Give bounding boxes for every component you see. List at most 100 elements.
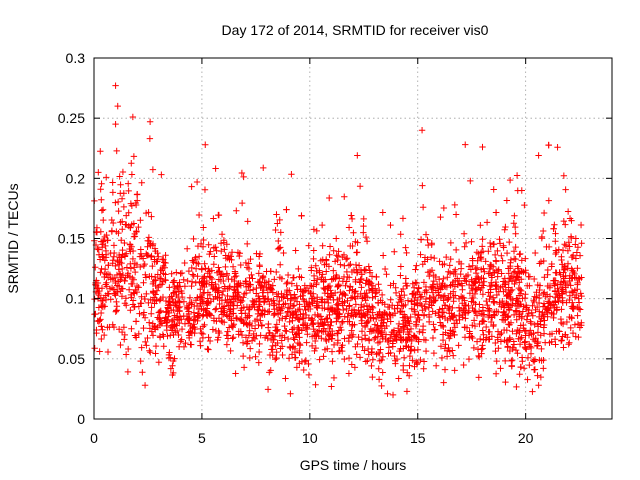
data-point	[497, 284, 504, 291]
data-point	[369, 327, 377, 334]
data-point	[94, 285, 101, 292]
data-point	[437, 213, 444, 221]
data-point	[345, 224, 353, 231]
data-point	[411, 310, 419, 318]
data-point	[192, 265, 200, 272]
data-point	[415, 312, 422, 319]
data-point	[112, 82, 119, 89]
data-point	[432, 362, 440, 369]
data-point	[395, 298, 403, 306]
data-point	[460, 307, 467, 314]
data-point	[284, 279, 291, 286]
data-point	[114, 102, 121, 110]
data-point	[357, 276, 364, 284]
data-point	[516, 328, 523, 336]
data-point	[405, 318, 412, 325]
data-point	[328, 318, 335, 326]
data-point	[100, 216, 107, 224]
data-point	[272, 327, 279, 334]
data-point	[291, 354, 299, 361]
data-point	[201, 186, 209, 193]
data-point	[515, 284, 523, 292]
data-point	[536, 260, 543, 267]
data-point	[240, 294, 247, 301]
data-point	[571, 321, 579, 328]
data-point	[539, 227, 547, 235]
data-point	[206, 250, 213, 258]
data-point	[173, 291, 180, 299]
data-point	[560, 172, 568, 179]
data-point	[270, 302, 277, 309]
data-point	[255, 359, 262, 366]
data-point	[521, 294, 529, 302]
data-point	[138, 293, 145, 300]
data-point	[378, 382, 385, 390]
data-point	[562, 288, 570, 296]
data-point	[575, 305, 583, 312]
data-point	[170, 369, 177, 377]
data-point	[330, 341, 338, 349]
data-point	[578, 322, 585, 329]
data-point	[436, 258, 443, 265]
data-point	[461, 297, 468, 304]
data-point	[102, 242, 109, 250]
data-point	[445, 295, 452, 303]
data-point	[185, 310, 193, 318]
data-point	[483, 219, 491, 226]
data-point	[266, 308, 273, 315]
data-point	[468, 294, 476, 302]
data-point	[188, 183, 195, 190]
data-point	[524, 312, 531, 320]
data-point	[465, 263, 473, 270]
data-point	[256, 340, 263, 348]
data-point	[265, 295, 272, 303]
data-point	[268, 286, 275, 293]
data-point	[126, 273, 134, 280]
data-point	[212, 165, 219, 172]
data-point	[287, 344, 294, 352]
data-point	[501, 275, 508, 282]
data-point	[162, 252, 169, 259]
data-point	[444, 332, 452, 339]
data-point	[419, 322, 427, 330]
data-point	[546, 331, 554, 338]
data-point	[387, 296, 394, 303]
data-point	[530, 298, 538, 306]
data-point	[520, 365, 528, 372]
data-point	[298, 212, 305, 219]
data-point	[570, 268, 577, 276]
data-point	[157, 275, 165, 282]
data-point	[280, 292, 288, 300]
data-point	[163, 322, 170, 330]
data-point	[522, 255, 529, 262]
data-point	[352, 278, 359, 286]
data-point	[159, 331, 167, 338]
data-point	[411, 306, 418, 313]
data-point	[408, 337, 415, 345]
data-point	[177, 270, 184, 277]
data-point	[321, 261, 328, 268]
data-point	[557, 337, 565, 345]
data-point	[532, 306, 539, 314]
data-point	[535, 382, 542, 389]
data-point	[137, 357, 144, 365]
data-point	[552, 277, 559, 284]
data-point	[568, 253, 576, 261]
data-point	[468, 333, 475, 340]
data-point	[292, 314, 300, 321]
data-point	[351, 309, 358, 316]
data-point	[460, 294, 468, 302]
data-point	[511, 268, 519, 275]
data-point	[215, 264, 222, 271]
data-point	[572, 241, 579, 248]
data-point	[295, 330, 302, 337]
data-point	[410, 284, 418, 292]
data-point	[536, 356, 543, 364]
data-point	[521, 339, 528, 346]
data-point	[242, 314, 250, 322]
y-tick-label: 0.25	[58, 110, 85, 126]
data-point	[552, 341, 559, 348]
data-point	[417, 236, 425, 243]
data-point	[182, 339, 189, 347]
data-point	[439, 305, 446, 312]
